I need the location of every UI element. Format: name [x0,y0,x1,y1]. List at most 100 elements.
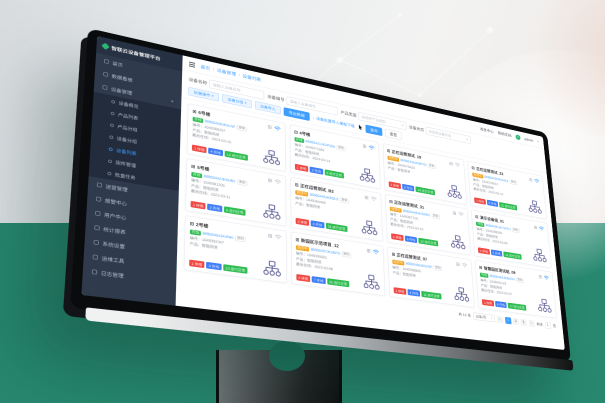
normal-count-tag: 18 运行正常 [415,186,436,196]
grid-view-icon[interactable] [452,211,457,215]
device-count-tags: 3 停用 8 在线 24 运行正常 [295,217,348,233]
wifi-icon [368,144,374,150]
sidebar-subitem-label: 固件管理 [115,159,137,169]
filter-placeholder: 请选择产品类型 [361,114,386,124]
building-icon [294,130,298,134]
normal-count-tag: 11 运行正常 [421,290,442,300]
sidebar-subitem-label: 产品分组 [117,123,138,133]
grid-view-icon[interactable] [533,225,538,230]
wifi-icon [544,275,550,281]
navbar-link[interactable]: 帮助文档 [497,130,512,138]
pagination-total: 共 12 条 [458,311,472,318]
sidebar-item-label: 运维工具 [101,255,125,264]
online-count-tag: 2 在线 [207,203,223,213]
device-count-tags: 1 停用 6 在线 17 运行正常 [481,299,527,311]
wifi-icon [458,211,464,217]
topology-icon [450,234,466,250]
device-count-tags: 1 停用 5 在线 15 运行正常 [474,197,518,211]
user-name[interactable]: admin [523,136,534,143]
copy-button[interactable]: 复制 [235,235,246,243]
copy-button[interactable]: 复制 [511,227,520,234]
building-icon [295,237,299,242]
action-button-label: 设备分组 [227,97,244,105]
menu-icon [94,225,100,231]
wifi-icon [370,196,376,202]
offline-count-tag: 1 停用 [390,233,404,241]
device-card[interactable]: 演示设备组_01 在线 86900451JK7WYU 复制 编号：1049390… [471,209,552,269]
device-name: 4号楼 [299,130,311,138]
online-count-tag: 6 在线 [494,300,507,309]
wifi-icon [274,178,281,185]
device-card[interactable]: 正在运营测试_07 运营中 86900460JK5XSP 复制 编号：10493… [387,246,475,308]
page-size-select[interactable]: 10条/页 ▾ [472,312,495,323]
goto-suffix: 页 [552,323,557,329]
topology-icon [532,248,547,264]
search-button[interactable]: 查询 [365,124,383,137]
grid-view-icon[interactable] [268,233,272,238]
offline-count-tag: 2 停用 [477,247,490,255]
copy-button[interactable]: 复制 [341,251,351,258]
copy-button[interactable]: 复制 [433,265,443,272]
normal-count-tag: 24 运行正常 [325,222,348,233]
menu-icon [96,196,102,202]
grid-view-icon[interactable] [529,178,533,182]
online-count-tag: 3 在线 [206,261,222,271]
page-number-button[interactable]: 2 [512,317,520,326]
grid-view-icon[interactable] [449,161,453,166]
page-number-button[interactable]: 3 [520,318,527,326]
next-page-button[interactable]: › [528,319,535,327]
prev-page-button[interactable]: ‹ [496,315,504,324]
sidebar-item-label: 系统设置 [102,240,126,250]
sidebar-subitem-label: 产品列表 [117,111,139,121]
hamburger-icon[interactable] [189,61,196,64]
breadcrumb-item[interactable]: 设备管理 [216,67,236,77]
card-corner-icons [456,261,468,268]
wifi-icon [455,162,461,168]
wifi-icon [275,234,282,241]
building-icon [192,109,197,114]
reset-button[interactable]: 重置 [384,128,402,141]
offline-count-tag: 1 停用 [481,299,495,307]
grid-view-icon[interactable] [364,195,369,200]
card-corner-icons [267,177,281,185]
copy-button[interactable]: 复制 [515,277,524,284]
building-icon [295,183,299,187]
card-corner-icons [366,248,379,255]
sidebar-item-label: 报警中心 [104,197,128,207]
sidebar-item-label: 用户中心 [103,211,127,221]
submenu-icon [109,135,114,139]
card-corner-icons [533,225,545,232]
submenu-icon [108,159,112,164]
normal-count-tag: 12 运行正常 [418,237,439,247]
breadcrumb-item[interactable]: 首页 [200,64,211,72]
breadcrumb-separator: / [238,72,240,78]
sidebar-submenu: 设备概览 产品列表 产品分组 [88,91,182,192]
download-icon: ↓ [312,115,315,120]
user-avatar[interactable]: A [515,134,521,141]
grid-view-icon[interactable] [538,274,542,279]
device-card[interactable]: 智慧园区测试组_09 在线 86900463JK8DGH 复制 编号：10494… [475,260,557,319]
grid-view-icon[interactable] [366,248,371,253]
topology-icon [447,184,463,200]
copy-button[interactable]: 复制 [237,179,248,187]
device-count-tags: 2 停用 7 在线 20 运行正常 [296,273,350,288]
mouse-cursor [358,124,363,131]
submenu-icon [107,171,112,176]
page-number-button[interactable]: 1 [504,316,512,325]
goto-page-input[interactable]: 1 [544,321,552,330]
card-corner-icons [268,233,281,241]
normal-count-tag: 16 运行正常 [503,251,522,260]
offline-count-tag: 2 停用 [296,273,311,283]
filter-placeholder: 请输入设备名称 [212,82,241,93]
grid-view-icon[interactable] [267,124,272,130]
copy-button[interactable]: 复制 [431,213,440,220]
breadcrumb-item[interactable]: 设备列表 [242,73,262,83]
copy-button[interactable]: 复制 [339,197,349,204]
grid-view-icon[interactable] [362,144,367,149]
action-button[interactable]: 设备导入 ▾ [254,101,281,115]
grid-view-icon[interactable] [456,262,460,267]
device-card[interactable]: 新园区示范项目_12 运营中 86900457JK2BFO 复制 编号：1049… [290,231,386,297]
normal-count-tag: 17 运行正常 [507,302,527,311]
navbar-link[interactable]: 消息中心 [479,126,494,134]
grid-view-icon[interactable] [267,178,272,183]
